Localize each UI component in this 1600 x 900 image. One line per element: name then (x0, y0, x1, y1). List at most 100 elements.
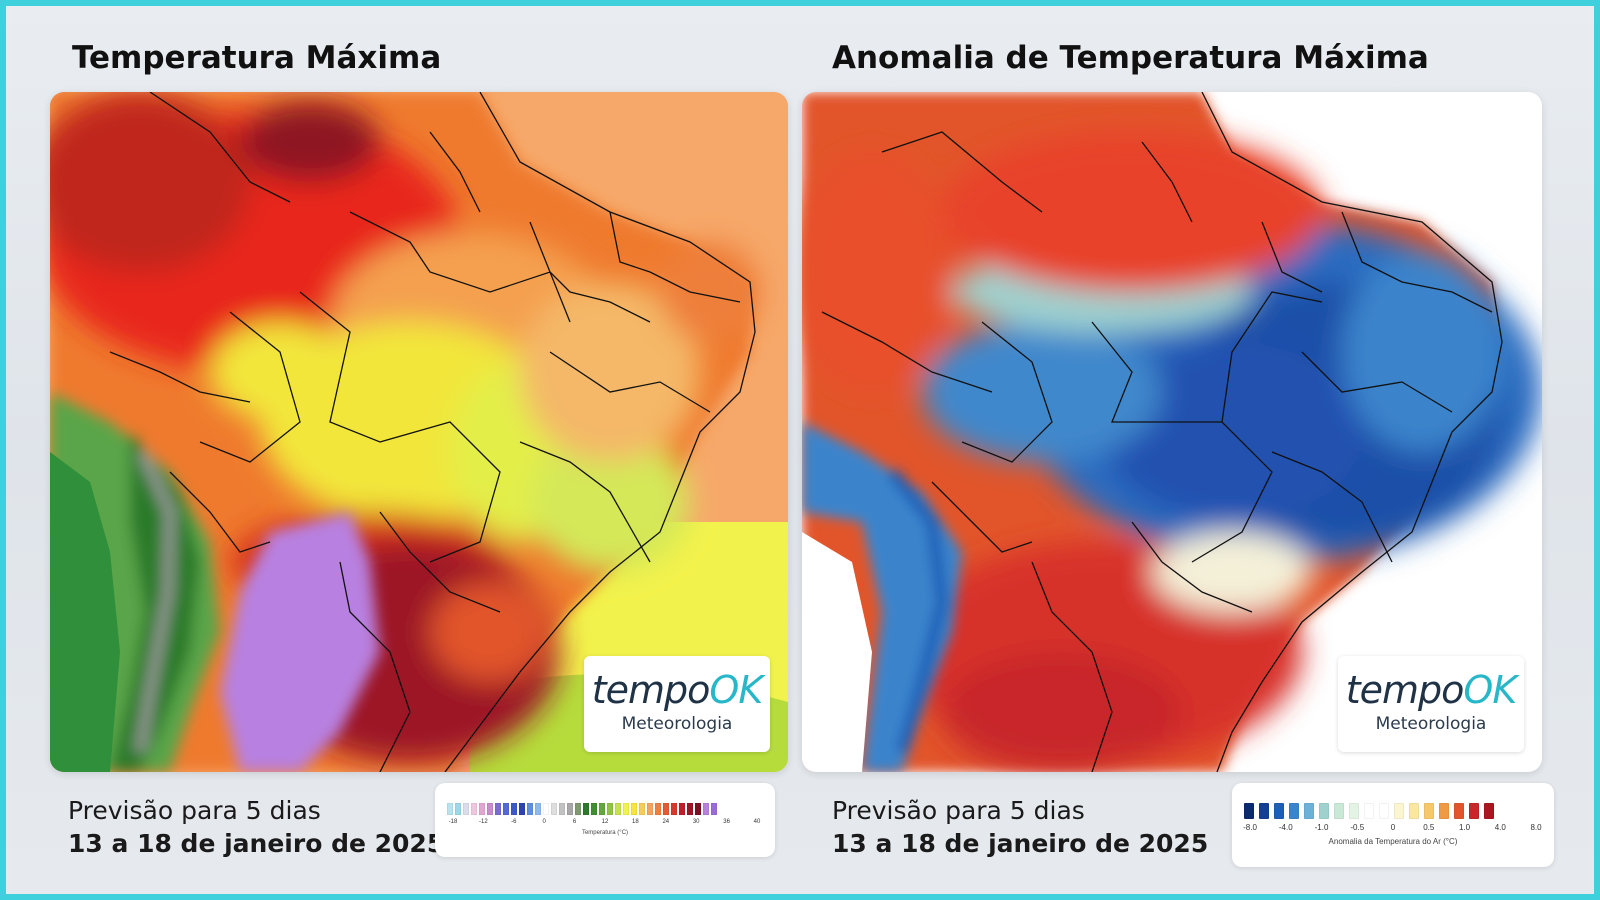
max-temperature-map: tempoOK Meteorologia (50, 92, 788, 772)
logo-text-tempo: tempo (1345, 668, 1465, 712)
legend-swatch (599, 803, 605, 815)
panel-max-temperature: Temperatura Máxima (50, 6, 810, 894)
legend-tick-label: -18 (448, 819, 458, 825)
logo-text-ok: OK (709, 668, 763, 712)
legend-swatch (647, 803, 653, 815)
legend-swatch (511, 803, 517, 815)
legend-swatch (455, 803, 461, 815)
logo-subtitle: Meteorologia (1375, 714, 1487, 734)
legend-swatch (535, 803, 541, 815)
legend-swatch (591, 803, 597, 815)
legend-swatch (1304, 803, 1314, 819)
legend-tick-label: -6 (511, 819, 517, 825)
panel-temperature-anomaly: Anomalia de Temperatura Máxima (802, 6, 1570, 894)
legend-swatch (679, 803, 685, 815)
legend-swatch (671, 803, 677, 815)
max-temperature-map-graphic (50, 92, 788, 772)
legend-swatch (631, 803, 637, 815)
tempook-logo: tempoOK Meteorologia (1338, 656, 1524, 752)
legend-tick-label: -12 (479, 819, 488, 825)
legend-swatch (1259, 803, 1269, 819)
legend-swatch (519, 803, 525, 815)
legend-swatch (471, 803, 477, 815)
panel-title: Temperatura Máxima (72, 40, 442, 76)
legend-swatch (583, 803, 589, 815)
temperature-anomaly-map: tempoOK Meteorologia (802, 92, 1542, 772)
legend-swatch (1439, 803, 1449, 819)
logo-wordmark: tempoOK (1338, 668, 1524, 712)
legend-swatch (463, 803, 469, 815)
legend-swatch (615, 803, 621, 815)
legend-swatch (559, 803, 565, 815)
legend-tick-label: -4.0 (1278, 823, 1293, 832)
temperature-anomaly-map-graphic (802, 92, 1542, 772)
legend-swatch (1469, 803, 1479, 819)
legend-swatch (551, 803, 557, 815)
legend-swatch (607, 803, 613, 815)
legend-tick-label: 24 (662, 819, 670, 825)
legend-swatch (543, 803, 549, 815)
logo-subtitle: Meteorologia (621, 714, 733, 734)
legend-swatch (567, 803, 573, 815)
logo-wordmark: tempoOK (584, 668, 770, 712)
legend-label: Temperatura (°C) (581, 830, 629, 836)
infographic-frame: Temperatura Máxima (6, 6, 1594, 894)
legend-swatch (487, 803, 493, 815)
legend-tick-label: 0 (1390, 823, 1396, 832)
legend-swatch (1454, 803, 1464, 819)
logo-text-ok: OK (1463, 668, 1517, 712)
legend-swatch (639, 803, 645, 815)
forecast-date-range: 13 a 18 de janeiro de 2025 (832, 829, 1209, 858)
legend-swatch (1349, 803, 1359, 819)
tempook-logo: tempoOK Meteorologia (584, 656, 770, 752)
legend-swatch (527, 803, 533, 815)
legend-swatch (575, 803, 581, 815)
legend-ticks: -18 -12 -6 0 6 12 18 24 30 36 40 (447, 819, 763, 829)
legend-swatch (687, 803, 693, 815)
logo-text-tempo: tempo (591, 668, 711, 712)
legend-swatch (695, 803, 701, 815)
legend-tick-label: -8.0 (1243, 823, 1257, 832)
legend-swatch (503, 803, 509, 815)
legend-ticks: -8.0 -4.0 -1.0 -0.5 0 0.5 1.0 4.0 8.0 (1243, 823, 1542, 833)
legend-tick-label: 30 (692, 819, 700, 825)
legend-tick-label: 8.0 (1530, 823, 1542, 832)
forecast-period-label: Previsão para 5 dias (68, 796, 321, 825)
legend-swatch (1379, 803, 1389, 819)
legend-swatch (655, 803, 661, 815)
legend-swatch (1334, 803, 1344, 819)
panel-title: Anomalia de Temperatura Máxima (832, 40, 1429, 76)
legend-tick-label: 40 (753, 819, 761, 825)
legend-swatch (1274, 803, 1284, 819)
legend-swatches (447, 803, 719, 815)
anomaly-legend: -8.0 -4.0 -1.0 -0.5 0 0.5 1.0 4.0 8.0 Anomalia d… (1232, 783, 1554, 867)
legend-tick-label: -1.0 (1314, 823, 1329, 832)
legend-tick-label: 36 (723, 819, 730, 825)
legend-swatch (1364, 803, 1374, 819)
legend-swatch (1319, 803, 1329, 819)
forecast-caption: Previsão para 5 dias 13 a 18 de janeiro … (832, 796, 1208, 858)
legend-swatch (1289, 803, 1299, 819)
legend-swatch (479, 803, 485, 815)
legend-swatch (1394, 803, 1404, 819)
legend-tick-label: -0.5 (1350, 823, 1365, 832)
legend-tick-label: 0.5 (1423, 823, 1435, 832)
legend-swatches (1244, 803, 1499, 819)
legend-swatch (1424, 803, 1434, 819)
legend-tick-label: 0 (542, 819, 546, 825)
forecast-period-label: Previsão para 5 dias (832, 796, 1085, 825)
temperature-legend: -18 -12 -6 0 6 12 18 24 30 36 40 Temperatura (°C) (435, 783, 775, 857)
legend-swatch (495, 803, 501, 815)
legend-swatch (711, 803, 717, 815)
legend-swatch (447, 803, 453, 815)
legend-tick-label: 12 (601, 819, 609, 825)
legend-swatch (663, 803, 669, 815)
legend-tick-label: 6 (572, 819, 577, 825)
forecast-caption: Previsão para 5 dias 13 a 18 de janeiro … (68, 796, 444, 858)
legend-swatch (623, 803, 629, 815)
legend-tick-label: 18 (632, 819, 639, 825)
forecast-date-range: 13 a 18 de janeiro de 2025 (68, 829, 445, 858)
legend-swatch (703, 803, 709, 815)
legend-tick-label: 1.0 (1458, 823, 1471, 832)
legend-tick-label: 4.0 (1494, 823, 1506, 832)
